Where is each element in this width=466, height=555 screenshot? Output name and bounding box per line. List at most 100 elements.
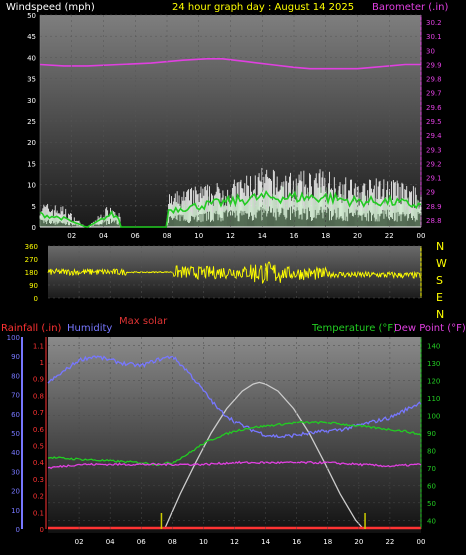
temperature-legend: Temperature (°F): [311, 323, 397, 334]
temperature-x-tick-label: 10: [199, 538, 208, 546]
barometer-line: [39, 57, 421, 70]
direction-tick-label: 90: [29, 282, 38, 290]
barometer-tick-label: 29.7: [426, 90, 442, 98]
wind-x-tick-label: 02: [67, 232, 76, 240]
wind-x-tick-label: 04: [99, 232, 108, 240]
barometer-tick-label: 28.8: [426, 217, 442, 225]
humidity-tick-label: 100: [7, 334, 20, 342]
rainfall-tick-label: 1.1: [33, 342, 44, 350]
barometer-tick-label: 30: [426, 47, 435, 55]
humidity-tick-label: 0: [16, 526, 20, 534]
wind-x-tick-label: 00: [417, 232, 426, 240]
wind-tick-label: 10: [27, 182, 36, 190]
barometer-tick-label: 29.5: [426, 118, 442, 126]
temperature-x-tick-label: 08: [168, 538, 177, 546]
rainfall-tick-label: 0.6: [33, 426, 45, 434]
rainfall-tick-label: 0.1: [33, 509, 44, 517]
temperature-x-tick-label: 12: [230, 538, 239, 546]
humidity-tick-label: 40: [11, 449, 20, 457]
dew-point-legend: Dew Point (°F): [394, 323, 466, 334]
humidity-tick-label: 90: [11, 353, 20, 361]
wind-x-tick-label: 12: [226, 232, 235, 240]
windspeed-axis-label: Windspeed (mph): [6, 2, 95, 13]
temperature-tick-label: 90: [427, 430, 436, 438]
wind-tick-label: 45: [27, 33, 36, 41]
temperature-panel: [48, 337, 421, 533]
temperature-tick-label: 120: [427, 378, 440, 386]
temperature-x-tick-label: 06: [137, 538, 146, 546]
wind-tick-label: 50: [27, 12, 36, 20]
barometer-tick-label: 30.1: [426, 33, 442, 41]
temperature-line: [47, 420, 422, 467]
humidity-legend: Humidity: [67, 323, 112, 334]
humidity-tick-label: 20: [11, 488, 20, 496]
wind-tick-label: 15: [27, 160, 36, 168]
rainfall-tick-label: 0.7: [33, 409, 44, 417]
compass-letters: N W S E N: [436, 240, 447, 321]
temperature-tick-label: 40: [427, 517, 436, 525]
temperature-tick-label: 110: [427, 395, 440, 403]
compass-letter: S: [436, 274, 443, 287]
barometer-tick-label: 29.9: [426, 61, 442, 69]
direction-tick-label: 180: [25, 269, 38, 277]
temperature-x-tick-label: 00: [417, 538, 426, 546]
humidity-tick-label: 50: [11, 430, 20, 438]
direction-tick-label: 0: [34, 295, 38, 303]
temperature-tick-label: 80: [427, 447, 436, 455]
direction-tick-label: 270: [25, 256, 38, 264]
wind-x-tick-label: 08: [163, 232, 172, 240]
temperature-tick-label: 50: [427, 500, 436, 508]
barometer-tick-label: 30.2: [426, 19, 442, 27]
wind-x-tick-label: 14: [258, 232, 267, 240]
temperature-x-tick-label: 02: [75, 538, 84, 546]
compass-letter: N: [436, 240, 444, 253]
compass-letter: W: [436, 257, 447, 270]
wind-x-tick-label: 20: [353, 232, 362, 240]
wind-tick-label: 0: [32, 224, 36, 232]
compass-letter: E: [436, 291, 443, 304]
temperature-tick-label: 100: [427, 413, 440, 421]
barometer-tick-label: 29.3: [426, 146, 442, 154]
humidity-tick-label: 70: [11, 392, 20, 400]
rainfall-tick-label: 0.9: [33, 376, 44, 384]
temperature-x-tick-label: 22: [385, 538, 394, 546]
wind-tick-label: 30: [27, 97, 36, 105]
wind-x-tick-label: 22: [385, 232, 394, 240]
rainfall-tick-label: 0.4: [33, 459, 45, 467]
rainfall-tick-label: 1: [40, 359, 44, 367]
wind-x-tick-label: 10: [194, 232, 203, 240]
compass-letter: N: [436, 308, 444, 321]
wind-x-tick-label: 18: [321, 232, 330, 240]
barometer-tick-label: 29: [426, 189, 435, 197]
rainfall-tick-label: 0.2: [33, 493, 44, 501]
humidity-tick-label: 60: [11, 411, 20, 419]
humidity-tick-label: 10: [11, 507, 20, 515]
direction-tick-label: 360: [25, 243, 38, 251]
rainfall-tick-label: 0: [40, 526, 44, 534]
rainfall-legend: Rainfall (.in): [1, 323, 62, 334]
temperature-tick-label: 140: [427, 343, 440, 351]
temperature-x-tick-label: 20: [354, 538, 363, 546]
barometer-tick-label: 29.2: [426, 160, 442, 168]
rainfall-tick-label: 0.3: [33, 476, 44, 484]
humidity-tick-label: 80: [11, 372, 20, 380]
wind-x-tick-label: 16: [290, 232, 299, 240]
wind-tick-label: 20: [27, 139, 36, 147]
temperature-x-tick-label: 14: [261, 538, 270, 546]
barometer-tick-label: 29.4: [426, 132, 442, 140]
barometer-tick-label: 29.6: [426, 104, 442, 112]
barometer-tick-label: 28.9: [426, 203, 442, 211]
chart-title: 24 hour graph day : August 14 2025: [172, 2, 354, 13]
barometer-axis-label: Barometer (.in): [372, 2, 448, 13]
temperature-x-tick-label: 16: [292, 538, 301, 546]
temperature-x-tick-label: 18: [323, 538, 332, 546]
rainfall-tick-label: 0.5: [33, 443, 44, 451]
wind-x-tick-label: 06: [131, 232, 140, 240]
temperature-x-tick-label: 04: [106, 538, 115, 546]
temperature-tick-label: 70: [427, 465, 436, 473]
wind-tick-label: 25: [27, 118, 36, 126]
wind-tick-label: 40: [27, 54, 36, 62]
wind-tick-label: 5: [32, 203, 36, 211]
barometer-tick-label: 29.8: [426, 76, 442, 84]
